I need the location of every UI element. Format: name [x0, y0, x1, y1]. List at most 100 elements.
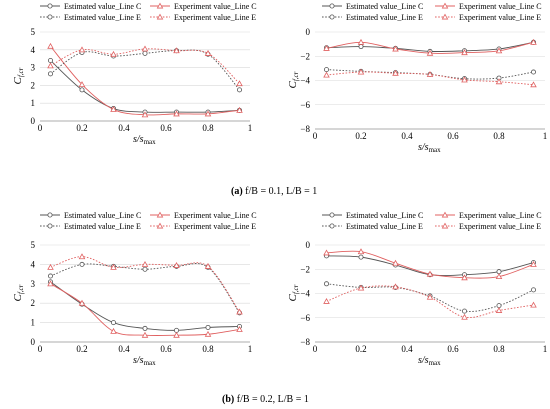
- y-tick-label: −2: [300, 264, 310, 274]
- x-axis-label-sub: max: [429, 146, 442, 154]
- data-point: [141, 45, 149, 52]
- legend-swatch-marker: [156, 211, 164, 218]
- data-point: [323, 71, 330, 78]
- x-tick-label: 0.2: [76, 344, 87, 354]
- data-point: [323, 249, 330, 256]
- legend-label: Estimated value_Line E: [64, 13, 141, 22]
- x-tick-label: 0.6: [447, 344, 459, 354]
- data-point: [48, 71, 54, 77]
- legend-swatch-marker: [441, 222, 449, 229]
- data-point: [173, 261, 180, 268]
- data-point: [357, 284, 365, 291]
- legend-swatch-marker: [441, 211, 449, 218]
- data-point: [323, 44, 330, 51]
- legend-swatch-marker: [441, 13, 449, 20]
- legend-label: Experiment value_Line C: [459, 2, 542, 11]
- x-tick-label: 0.4: [118, 344, 130, 354]
- legend-label: Estimated value_Line C: [64, 2, 141, 11]
- data-point: [236, 106, 243, 113]
- data-point: [47, 280, 54, 287]
- data-point: [236, 87, 242, 93]
- y-tick-label: 3: [31, 279, 36, 289]
- data-point: [531, 69, 537, 75]
- data-point: [141, 260, 149, 267]
- data-point: [142, 50, 148, 56]
- data-point: [110, 106, 117, 112]
- y-axis-label-main: C: [287, 294, 299, 302]
- data-point: [78, 253, 86, 260]
- data-point: [495, 307, 503, 313]
- data-point: [173, 331, 180, 338]
- caption-b-label: (b): [222, 394, 234, 405]
- data-point: [204, 330, 212, 337]
- data-point: [530, 260, 537, 267]
- legend-swatch-marker: [47, 14, 53, 20]
- y-tick-label: 0: [31, 337, 36, 347]
- data-point: [47, 62, 54, 69]
- series-line: [326, 285, 534, 319]
- x-tick-label: 0.6: [447, 131, 459, 141]
- x-tick-label: 0.6: [160, 344, 172, 354]
- series-line: [50, 49, 240, 91]
- legend-swatch-marker: [156, 13, 164, 20]
- data-point: [47, 42, 54, 49]
- x-tick-label: 0.8: [202, 344, 214, 354]
- data-point: [357, 68, 365, 75]
- x-axis-label-main: s/s: [133, 134, 144, 145]
- data-point: [426, 49, 434, 56]
- data-point: [79, 87, 85, 93]
- data-point: [392, 259, 399, 266]
- y-tick-label: 2: [31, 80, 36, 90]
- data-point: [204, 262, 212, 269]
- legend-label: Experiment value_Line C: [174, 2, 257, 11]
- x-axis-label-main: s/s: [418, 355, 429, 366]
- data-point: [205, 324, 211, 330]
- y-tick-label: −4: [300, 289, 310, 299]
- x-tick-label: 1: [543, 131, 548, 141]
- data-point: [323, 281, 329, 287]
- y-axis-label-main: C: [12, 77, 24, 85]
- data-point: [141, 331, 149, 338]
- data-point: [111, 320, 117, 326]
- data-point: [323, 67, 329, 73]
- x-tick-label: 0: [313, 131, 318, 141]
- legend-label: Estimated value_Line C: [64, 211, 141, 220]
- y-tick-label: −8: [300, 124, 310, 134]
- y-axis-label-sub: f,cr: [17, 284, 25, 294]
- x-axis-label-sub: max: [144, 138, 157, 146]
- x-tick-label: 0.4: [401, 344, 413, 354]
- data-point: [461, 308, 467, 314]
- data-point: [110, 327, 117, 334]
- data-point: [530, 81, 537, 88]
- legend-label: Estimated value_Line E: [346, 222, 423, 231]
- y-tick-label: 0: [31, 116, 36, 126]
- x-tick-label: 0: [313, 344, 318, 354]
- x-tick-label: 0.8: [493, 344, 505, 354]
- legend-label: Estimated value_Line E: [64, 222, 141, 231]
- data-point: [392, 69, 399, 76]
- y-tick-label: 0: [306, 240, 311, 250]
- data-point: [530, 301, 537, 308]
- x-tick-label: 0: [38, 123, 43, 133]
- data-point: [173, 110, 180, 117]
- data-point: [78, 81, 86, 87]
- legend-swatch-marker: [47, 212, 53, 218]
- series-line: [50, 60, 240, 113]
- data-point: [110, 263, 117, 270]
- caption-b-text: f/B = 0.2, L/B = 1: [234, 394, 309, 405]
- x-tick-label: 1: [248, 123, 253, 133]
- data-point: [357, 38, 365, 45]
- data-point: [47, 263, 54, 270]
- y-axis-label: Cf,cr: [287, 71, 300, 88]
- x-axis-label-sub: max: [144, 359, 157, 367]
- x-tick-label: 1: [248, 344, 253, 354]
- data-point: [392, 45, 399, 52]
- data-point: [392, 283, 399, 290]
- data-point: [495, 47, 503, 54]
- data-point: [426, 71, 434, 77]
- legend-label: Estimated value_Line E: [346, 13, 423, 22]
- y-axis-label: Cf,cr: [12, 67, 25, 84]
- y-axis-label: Cf,cr: [287, 284, 300, 301]
- x-tick-label: 0.6: [160, 123, 172, 133]
